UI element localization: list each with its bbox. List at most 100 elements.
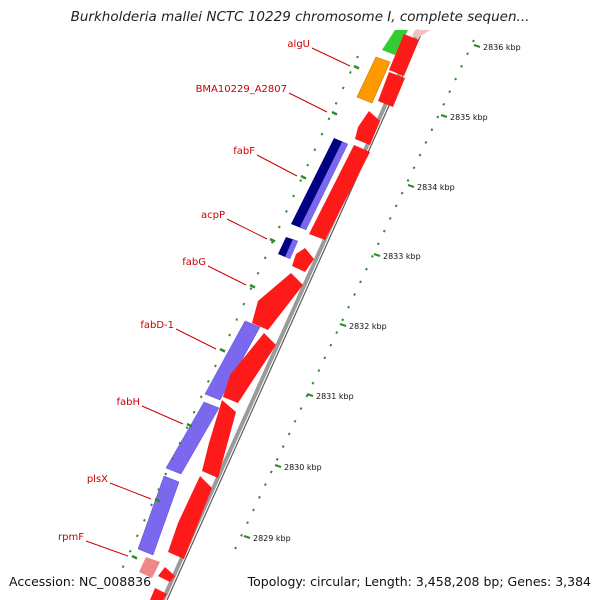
inner-dot bbox=[285, 210, 288, 213]
tick-dot bbox=[418, 153, 422, 157]
kbp-ticks: 2836 kbp 2835 kbp 2834 kbp 2833 kbp 2832 kbp… bbox=[243, 43, 521, 543]
gene-label[interactable]: fabD-1 bbox=[140, 320, 174, 331]
tick-dot bbox=[406, 179, 410, 182]
gene-fabD-1[interactable] bbox=[204, 320, 261, 401]
kbp-tick-mark bbox=[440, 113, 448, 119]
tick-dot bbox=[353, 293, 356, 296]
gene-green[interactable] bbox=[382, 30, 408, 55]
gene-label[interactable]: acpP bbox=[201, 210, 225, 221]
tick-dot bbox=[382, 229, 386, 233]
gene-fabF-inner bbox=[300, 142, 348, 230]
inner-dot bbox=[199, 395, 203, 399]
gene-leader-line bbox=[109, 482, 152, 500]
inner-dot bbox=[206, 379, 210, 383]
inner-dot bbox=[256, 271, 260, 275]
gene-label[interactable]: fabG bbox=[182, 257, 206, 268]
gene-leader-line bbox=[141, 405, 184, 425]
tick-dot bbox=[371, 255, 374, 258]
tick-dot bbox=[472, 39, 475, 43]
tick-dot bbox=[240, 533, 243, 537]
gene-fwd-6[interactable] bbox=[252, 273, 303, 330]
inner-dot bbox=[292, 194, 295, 198]
gene-fabH[interactable] bbox=[165, 401, 220, 475]
tick-dot bbox=[394, 204, 398, 208]
tick-dot bbox=[335, 331, 339, 334]
inner-dot bbox=[143, 518, 146, 522]
tick-dot bbox=[246, 521, 249, 525]
gene-label[interactable]: algU bbox=[287, 39, 310, 50]
tick-dot bbox=[412, 166, 416, 170]
inner-dot bbox=[228, 333, 232, 337]
gene-fwd-10[interactable] bbox=[158, 567, 175, 582]
tick-dot bbox=[317, 369, 321, 372]
tick-dot bbox=[376, 242, 380, 246]
gene-fabG-fwd[interactable] bbox=[309, 145, 370, 240]
inner-dot bbox=[242, 302, 246, 306]
kbp-tick-label: 2835 kbp bbox=[450, 113, 488, 122]
gene-tick bbox=[131, 554, 138, 560]
gene-label[interactable]: fabF bbox=[233, 146, 255, 157]
tick-dot bbox=[263, 483, 267, 487]
kbp-tick-label: 2833 kbp bbox=[383, 252, 421, 261]
inner-dot bbox=[327, 117, 331, 121]
inner-dot bbox=[299, 179, 303, 182]
tick-dot bbox=[293, 419, 297, 423]
kbp-tick-mark bbox=[373, 252, 381, 258]
tick-dot bbox=[299, 407, 303, 410]
inner-dot bbox=[171, 457, 175, 461]
topology-text: Topology: circular; Length: 3,458,208 bp… bbox=[247, 574, 591, 589]
tick-dot bbox=[400, 191, 404, 195]
gene-tick bbox=[300, 174, 307, 180]
tick-dot bbox=[442, 102, 446, 106]
gene-fwd-8[interactable] bbox=[202, 400, 236, 478]
gene-plsX[interactable] bbox=[137, 475, 180, 556]
kbp-tick-mark bbox=[407, 183, 415, 189]
tick-dot bbox=[234, 546, 238, 550]
kbp-tick-label: 2831 kbp bbox=[316, 392, 354, 401]
gene-label[interactable]: fabH bbox=[116, 397, 140, 408]
tick-dot bbox=[287, 432, 291, 436]
gene-fwd-1[interactable] bbox=[389, 34, 419, 76]
dotted-guides bbox=[121, 39, 475, 569]
inner-dot bbox=[249, 287, 253, 291]
inner-dot bbox=[348, 71, 352, 74]
gene-label[interactable]: plsX bbox=[87, 474, 108, 485]
gene-fwd-11[interactable] bbox=[150, 588, 167, 600]
tick-dot bbox=[323, 356, 327, 360]
inner-dot bbox=[356, 55, 359, 59]
gene-leader-line bbox=[207, 265, 247, 286]
inner-dot bbox=[270, 240, 274, 244]
gene-leader-line bbox=[85, 540, 129, 557]
inner-dot bbox=[235, 318, 239, 321]
tick-dot bbox=[365, 267, 368, 271]
gene-labels: algU BMA10229_A2807 fabF acpP fabG fabD-1 fabH… bbox=[58, 39, 360, 560]
gene-fwd-7[interactable] bbox=[223, 333, 276, 403]
gene-fwd-2[interactable] bbox=[378, 72, 405, 107]
inner-dot bbox=[164, 472, 168, 476]
gene-algU[interactable] bbox=[356, 56, 391, 104]
forward-strand bbox=[150, 30, 430, 600]
tick-dot bbox=[341, 318, 345, 322]
accession-text: Accession: NC_008836 bbox=[9, 574, 152, 589]
inner-dot bbox=[263, 256, 267, 260]
tick-dot bbox=[448, 90, 452, 94]
gene-rpmF[interactable] bbox=[139, 557, 160, 578]
gene-tick bbox=[186, 422, 193, 428]
tick-dot bbox=[275, 457, 279, 461]
tick-dot bbox=[460, 64, 463, 68]
tick-dot bbox=[424, 140, 428, 144]
gene-tick bbox=[269, 237, 276, 243]
inner-dot bbox=[185, 426, 189, 430]
gene-fwd-9[interactable] bbox=[168, 476, 212, 559]
gene-label[interactable]: rpmF bbox=[58, 532, 84, 543]
inner-dot bbox=[135, 534, 139, 538]
gene-label[interactable]: BMA10229_A2807 bbox=[196, 84, 287, 95]
kbp-tick-label: 2829 kbp bbox=[253, 534, 291, 543]
gene-fwd-3[interactable] bbox=[355, 111, 380, 145]
inner-dot bbox=[150, 503, 153, 507]
inner-dot bbox=[320, 132, 324, 136]
gene-fwd-5[interactable] bbox=[292, 248, 314, 272]
tick-dot bbox=[252, 508, 255, 512]
gene-fwd-top-white bbox=[412, 30, 430, 38]
inner-dot bbox=[121, 565, 125, 569]
